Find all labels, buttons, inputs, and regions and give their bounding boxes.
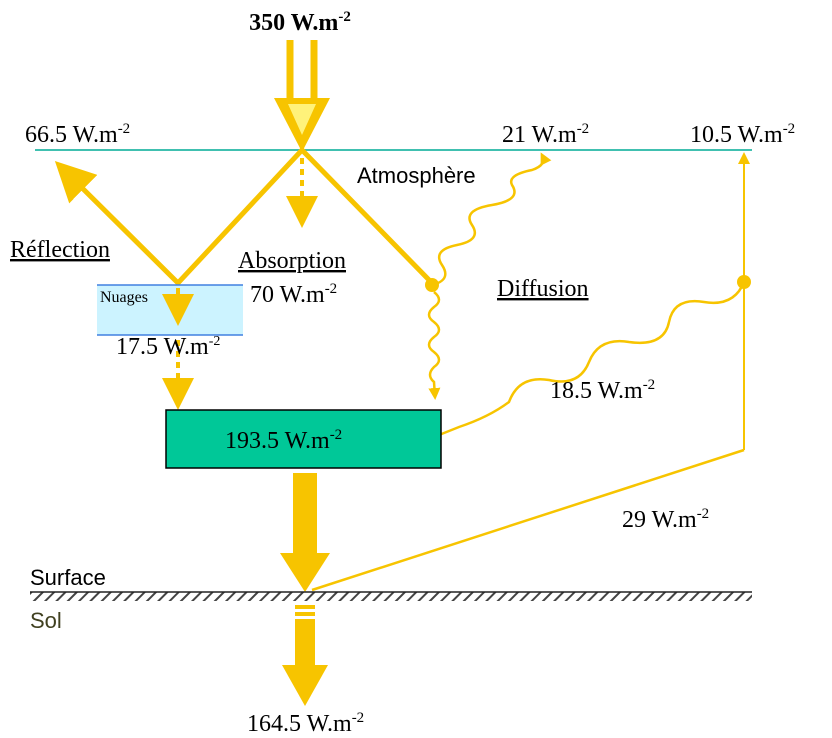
surface-label: Surface [30,565,106,590]
shape [295,605,315,609]
shape [295,619,315,667]
wave-up [431,152,552,287]
incoming-arrow [274,40,330,152]
diffusion-arrow [300,148,434,285]
shape [282,665,328,706]
atmosphere-label: Atmosphère [357,163,476,188]
wave-down [427,291,441,400]
received-label: 193.5 W.m-2 [225,427,342,454]
diffused-up-label: 21 W.m-2 [502,121,589,148]
surface-return-line [311,448,745,592]
absorbed-ground-label: 164.5 W.m-2 [247,710,364,737]
clouds-label: 17.5 W.m-2 [116,334,220,360]
absorption-title: Absorption [238,248,346,274]
absorption-label: 70 W.m-2 [250,281,337,308]
shape [293,473,317,555]
received-box [165,409,442,469]
ground-arrow [282,605,328,706]
ground-hatch [30,592,752,601]
shape [295,612,315,616]
clouds-title: Nuages [100,289,148,306]
incoming-label: 350 W.m-2 [249,9,351,36]
wave-diffused-down [411,281,746,448]
shape [280,553,330,592]
ground-label: Sol [30,608,62,633]
surface-arrow [280,473,330,592]
diffused-down-label: 18.5 W.m-2 [550,377,655,404]
shape [288,104,316,135]
surface-return-label: 29 W.m-2 [622,506,709,533]
diffusion-label: Diffusion [497,276,589,302]
reflection-arrow [54,148,304,287]
reflection-label: Réflection [10,237,110,263]
reflected-label: 66.5 W.m-2 [25,121,130,148]
emitted-up-label: 10.5 W.m-2 [690,121,795,148]
